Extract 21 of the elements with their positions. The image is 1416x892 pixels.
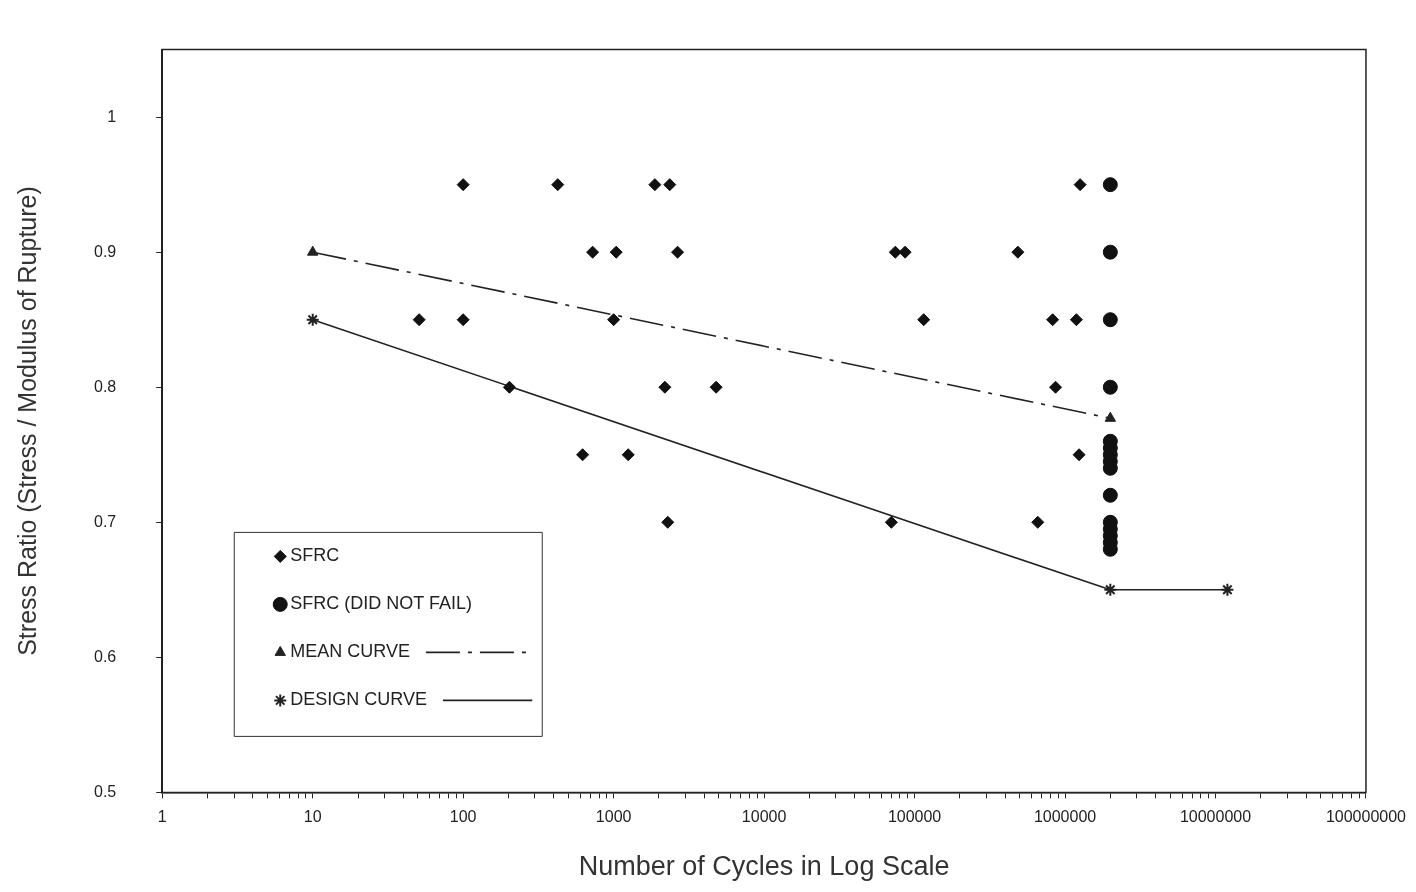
legend-label: SFRC (DID NOT FAIL): [290, 593, 472, 614]
x-axis-title: Number of Cycles in Log Scale: [578, 851, 950, 882]
y-tick-label: 0.6: [93, 647, 117, 665]
x-tick-label: 1000: [595, 808, 632, 826]
legend-label: DESIGN CURVE: [290, 689, 427, 710]
y-tick-label: 0.7: [93, 512, 117, 530]
x-tick-label: 100: [449, 808, 477, 826]
y-tick-label: 0.9: [93, 242, 117, 260]
x-tick-label: 1: [157, 808, 167, 826]
x-tick-label: 1000000: [1033, 808, 1097, 826]
x-tick-label: 100000000: [1325, 808, 1407, 826]
x-tick-label: 100000: [887, 808, 942, 826]
y-axis-title: Stress Ratio (Stress / Modulus of Rupture): [12, 186, 41, 656]
x-tick-label: 10000: [741, 808, 787, 826]
y-tick-label: 1: [107, 107, 117, 125]
x-tick-label: 10: [303, 808, 322, 826]
legend-label: SFRC: [290, 545, 340, 566]
legend-label: MEAN CURVE: [290, 641, 410, 662]
y-tick-label: 0.5: [93, 782, 117, 800]
x-tick-label: 10000000: [1179, 808, 1252, 826]
y-tick-label: 0.8: [93, 377, 117, 395]
